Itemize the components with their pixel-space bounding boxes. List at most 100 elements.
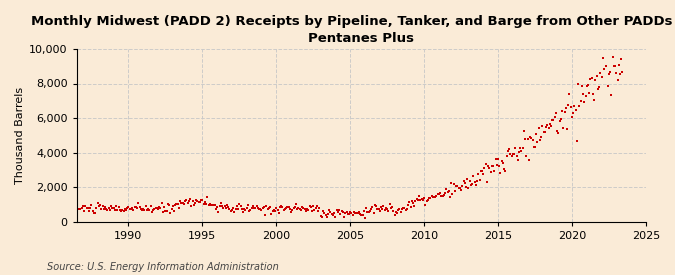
Point xyxy=(88,211,99,215)
Point xyxy=(205,202,215,207)
Point xyxy=(608,63,619,68)
Point xyxy=(612,78,623,82)
Point xyxy=(602,84,613,88)
Point xyxy=(251,204,262,208)
Point xyxy=(615,72,626,76)
Point xyxy=(340,211,351,215)
Point xyxy=(265,205,275,210)
Point xyxy=(335,212,346,216)
Point xyxy=(536,134,547,139)
Point xyxy=(410,199,421,203)
Point xyxy=(352,211,363,215)
Point xyxy=(225,209,236,213)
Point xyxy=(91,206,102,210)
Point xyxy=(263,207,273,211)
Point xyxy=(347,213,358,218)
Point xyxy=(112,208,123,213)
Point xyxy=(339,214,350,219)
Point xyxy=(568,110,578,115)
Point xyxy=(86,203,97,208)
Point xyxy=(512,158,523,163)
Point xyxy=(169,208,180,213)
Point xyxy=(102,208,113,212)
Point xyxy=(566,104,576,109)
Point xyxy=(126,207,136,211)
Point xyxy=(79,209,90,213)
Point xyxy=(191,198,202,202)
Point xyxy=(371,204,381,208)
Point xyxy=(287,208,298,213)
Point xyxy=(591,74,602,78)
Point xyxy=(239,207,250,211)
Point xyxy=(132,206,142,210)
Point xyxy=(145,204,156,209)
Point xyxy=(593,85,604,90)
Point xyxy=(496,159,507,164)
Point xyxy=(385,206,396,210)
Point xyxy=(508,152,518,156)
Point xyxy=(452,183,463,188)
Point xyxy=(124,207,135,211)
Point xyxy=(254,207,265,211)
Point xyxy=(415,198,426,202)
Point xyxy=(155,206,166,210)
Point xyxy=(590,78,601,83)
Point xyxy=(518,128,529,133)
Point xyxy=(517,145,528,150)
Point xyxy=(443,189,454,193)
Point xyxy=(118,208,129,213)
Point xyxy=(342,212,353,217)
Point xyxy=(393,207,404,212)
Point xyxy=(388,209,399,213)
Point xyxy=(75,207,86,211)
Point xyxy=(203,203,214,207)
Point xyxy=(68,207,78,211)
Point xyxy=(423,198,433,202)
Point xyxy=(541,125,551,129)
Point xyxy=(315,213,326,218)
Point xyxy=(190,201,200,205)
Point xyxy=(97,204,108,208)
Point xyxy=(84,209,95,213)
Point xyxy=(417,198,428,202)
Point xyxy=(575,99,586,103)
Point xyxy=(587,92,598,96)
Point xyxy=(69,205,80,210)
Point xyxy=(379,208,390,213)
Point xyxy=(299,207,310,211)
Point xyxy=(154,204,165,209)
Point xyxy=(232,204,242,208)
Point xyxy=(111,204,122,208)
Point xyxy=(233,207,244,211)
Point xyxy=(350,210,360,215)
Point xyxy=(427,195,438,199)
Point xyxy=(267,209,278,214)
Point xyxy=(192,199,202,204)
Point xyxy=(107,206,118,211)
Y-axis label: Thousand Barrels: Thousand Barrels xyxy=(15,87,25,184)
Point xyxy=(557,109,568,113)
Point xyxy=(510,146,520,150)
Point xyxy=(368,210,379,215)
Point xyxy=(167,204,178,208)
Point xyxy=(420,203,431,207)
Point xyxy=(559,109,570,114)
Point xyxy=(384,202,395,207)
Point xyxy=(229,209,240,214)
Point xyxy=(199,199,210,204)
Point xyxy=(185,197,196,202)
Point xyxy=(587,76,597,80)
Point xyxy=(578,92,589,96)
Point xyxy=(463,185,474,190)
Point xyxy=(381,205,392,210)
Point xyxy=(306,209,317,213)
Point xyxy=(166,207,177,211)
Point xyxy=(589,98,599,102)
Point xyxy=(596,75,607,79)
Point xyxy=(248,205,259,210)
Point xyxy=(178,201,188,205)
Point xyxy=(470,183,481,188)
Point xyxy=(136,207,147,212)
Point xyxy=(255,207,266,211)
Point xyxy=(113,205,124,210)
